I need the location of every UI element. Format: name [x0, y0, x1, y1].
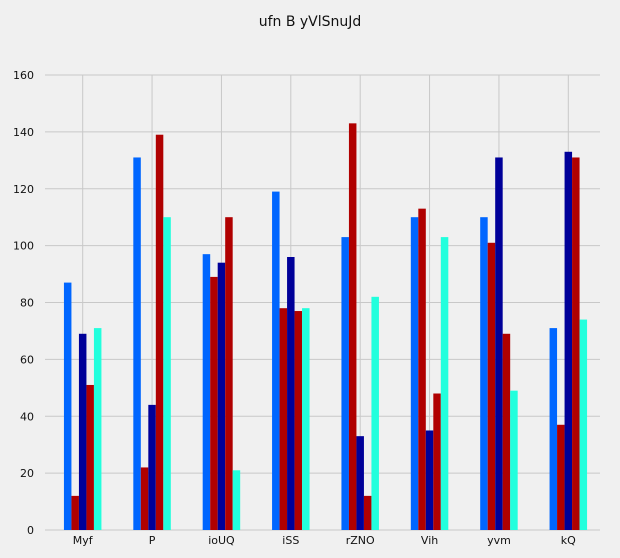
bar: [155, 134, 164, 530]
bar: [302, 308, 310, 530]
bar: [71, 495, 79, 530]
x-tick-label: yvm: [487, 534, 511, 547]
y-tick-label: 140: [13, 126, 34, 139]
bar: [133, 157, 141, 530]
bar: [572, 157, 580, 530]
y-axis-ticks: 0 20 40 60 80 100 120 140 160: [13, 69, 34, 537]
bar: [225, 217, 233, 530]
bar: [356, 436, 364, 530]
bar: [210, 276, 218, 530]
bar: [86, 384, 94, 530]
x-tick-label: Myf: [73, 534, 94, 547]
y-tick-label: 120: [13, 183, 34, 196]
bar: [348, 123, 357, 530]
bar: [217, 262, 226, 530]
bars: [63, 123, 588, 530]
bar: [294, 311, 303, 530]
y-tick-label: 20: [20, 467, 34, 480]
bar: [487, 242, 496, 530]
bar: [63, 282, 72, 530]
bar: [410, 217, 419, 530]
y-tick-label: 40: [20, 410, 34, 423]
bar: [279, 308, 288, 530]
chart-title: ufn B yVlSnuJd: [259, 14, 362, 30]
y-tick-label: 60: [20, 353, 34, 366]
x-tick-label: iSS: [282, 534, 299, 547]
bar: [232, 470, 241, 530]
bar: [564, 151, 573, 530]
bar: [202, 254, 211, 530]
bar: [140, 467, 149, 530]
bar: [363, 495, 372, 530]
x-tick-label: P: [149, 534, 156, 547]
bar: [148, 404, 156, 530]
bar: [549, 328, 558, 530]
y-tick-label: 160: [13, 69, 34, 82]
bar: [341, 237, 349, 530]
y-tick-label: 80: [20, 297, 34, 310]
bar: [371, 296, 379, 530]
bar: [418, 208, 426, 530]
bar: [495, 157, 503, 530]
x-tick-label: Vih: [421, 534, 438, 547]
bar: [425, 430, 434, 530]
bar: [433, 393, 441, 530]
bar: [163, 217, 171, 530]
bar: [510, 390, 518, 530]
bar: [93, 328, 102, 530]
bar: [272, 191, 280, 530]
bar: [579, 319, 588, 530]
bar: [287, 257, 295, 530]
x-tick-label: rZNO: [346, 534, 375, 547]
x-tick-label: kQ: [561, 534, 576, 547]
bar: [78, 333, 87, 530]
y-tick-label: 100: [13, 240, 34, 253]
y-tick-label: 0: [27, 524, 34, 537]
bar: [557, 424, 565, 530]
bar: [502, 333, 511, 530]
x-tick-label: ioUQ: [208, 534, 235, 547]
bar: [480, 217, 488, 530]
bar: [440, 237, 449, 530]
